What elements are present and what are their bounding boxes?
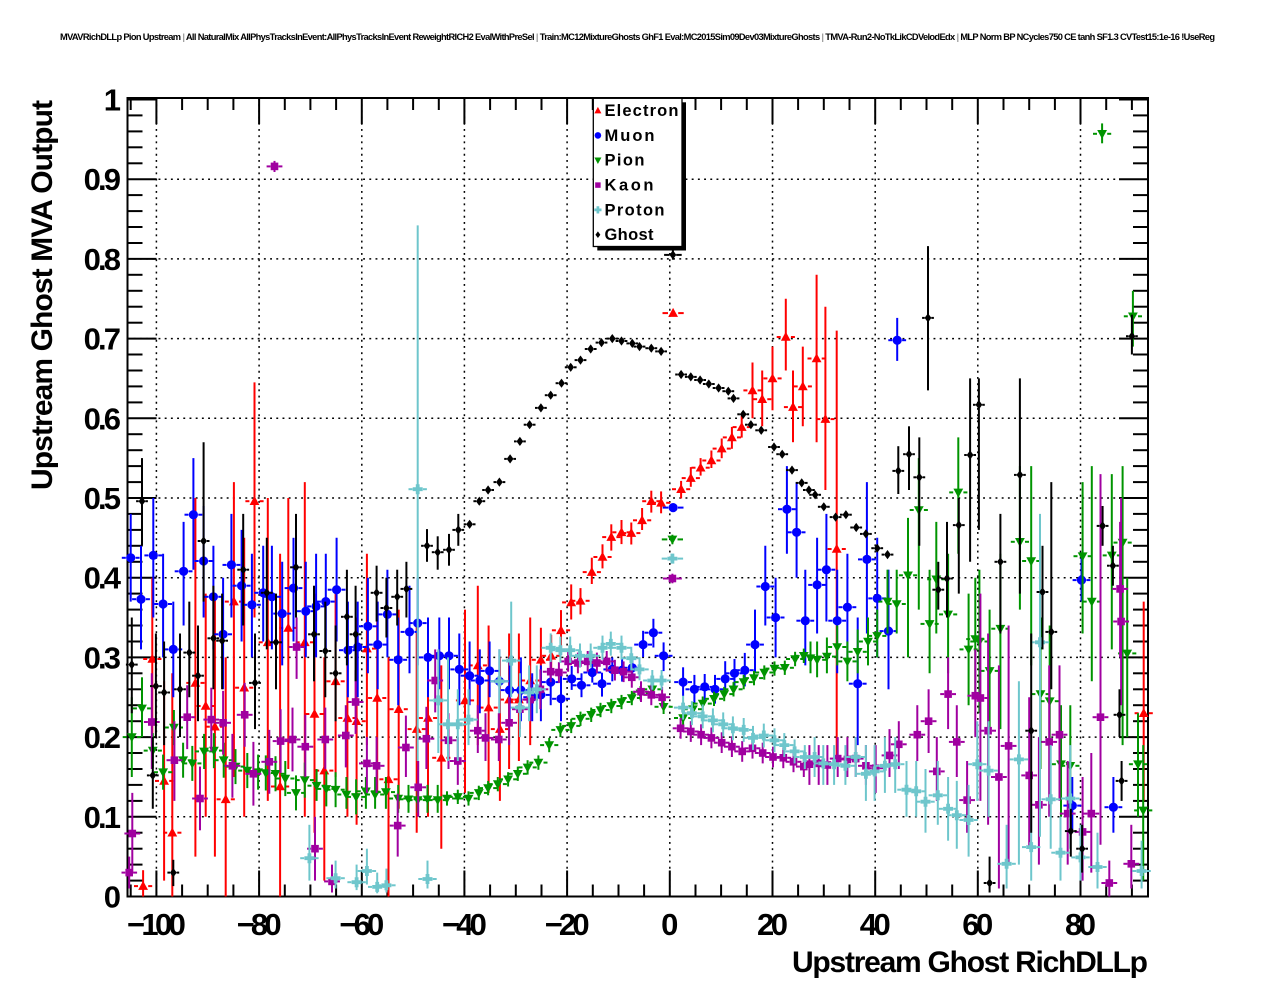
svg-text:0.2: 0.2: [84, 720, 121, 755]
svg-text:0.8: 0.8: [84, 242, 121, 277]
svg-text:Ghost: Ghost: [605, 226, 655, 244]
svg-text:Upstream Ghost MVA Output: Upstream Ghost MVA Output: [26, 100, 59, 490]
svg-text:0.9: 0.9: [84, 162, 121, 197]
svg-text:−40: −40: [442, 907, 487, 942]
svg-text:1: 1: [104, 83, 121, 118]
svg-text:0: 0: [661, 907, 678, 942]
svg-text:−20: −20: [545, 907, 590, 942]
svg-text:0.5: 0.5: [84, 481, 121, 516]
svg-text:0.4: 0.4: [84, 561, 122, 596]
svg-text:40: 40: [860, 907, 891, 942]
svg-text:0.7: 0.7: [84, 322, 121, 357]
svg-text:−80: −80: [237, 907, 282, 942]
svg-text:MVAVRichDLLp Pion Upstream | A: MVAVRichDLLp Pion Upstream | All Natural…: [60, 32, 1215, 42]
svg-text:20: 20: [757, 907, 788, 942]
svg-text:Upstream Ghost RichDLLp: Upstream Ghost RichDLLp: [792, 946, 1148, 979]
svg-text:Muon: Muon: [605, 127, 655, 145]
svg-text:−60: −60: [339, 907, 384, 942]
svg-text:Pion: Pion: [605, 152, 645, 170]
svg-text:0: 0: [104, 880, 121, 915]
svg-text:80: 80: [1065, 907, 1096, 942]
svg-text:Electron: Electron: [605, 102, 679, 120]
svg-text:0.6: 0.6: [84, 401, 121, 436]
svg-text:−100: −100: [127, 907, 186, 942]
svg-text:0.1: 0.1: [84, 800, 121, 835]
svg-text:60: 60: [962, 907, 993, 942]
svg-text:0.3: 0.3: [84, 640, 121, 675]
svg-text:Proton: Proton: [605, 201, 665, 219]
